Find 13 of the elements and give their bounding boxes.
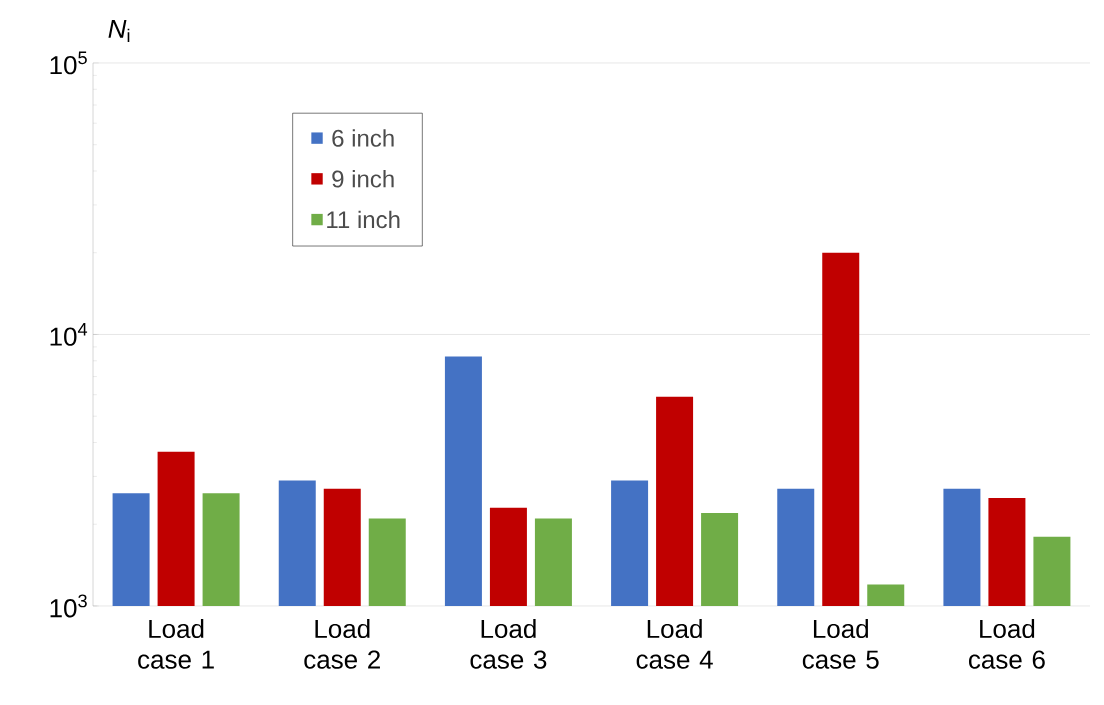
y-tick-label: 10$^{4}$ [50, 323, 88, 346]
legend-label: 11 inch [327, 210, 400, 229]
x-tick-label: Load case 3 [470, 619, 547, 669]
legend-label: 9 inch [332, 169, 394, 188]
x-tick-label: Load case 2 [304, 619, 380, 669]
x-tick-label: Load case 5 [802, 619, 879, 669]
x-tick-label: Load case 6 [969, 619, 1045, 669]
x-tick-label: Load case 1 [138, 619, 214, 669]
y-axis-title: N$_{i}$ [108, 19, 130, 42]
x-tick-label: Load case 4 [636, 619, 713, 669]
y-tick-label: 10$^{5}$ [50, 51, 87, 75]
y-tick-label: 10$^{3}$ [50, 594, 87, 618]
legend-label: 6 inch [332, 129, 394, 147]
